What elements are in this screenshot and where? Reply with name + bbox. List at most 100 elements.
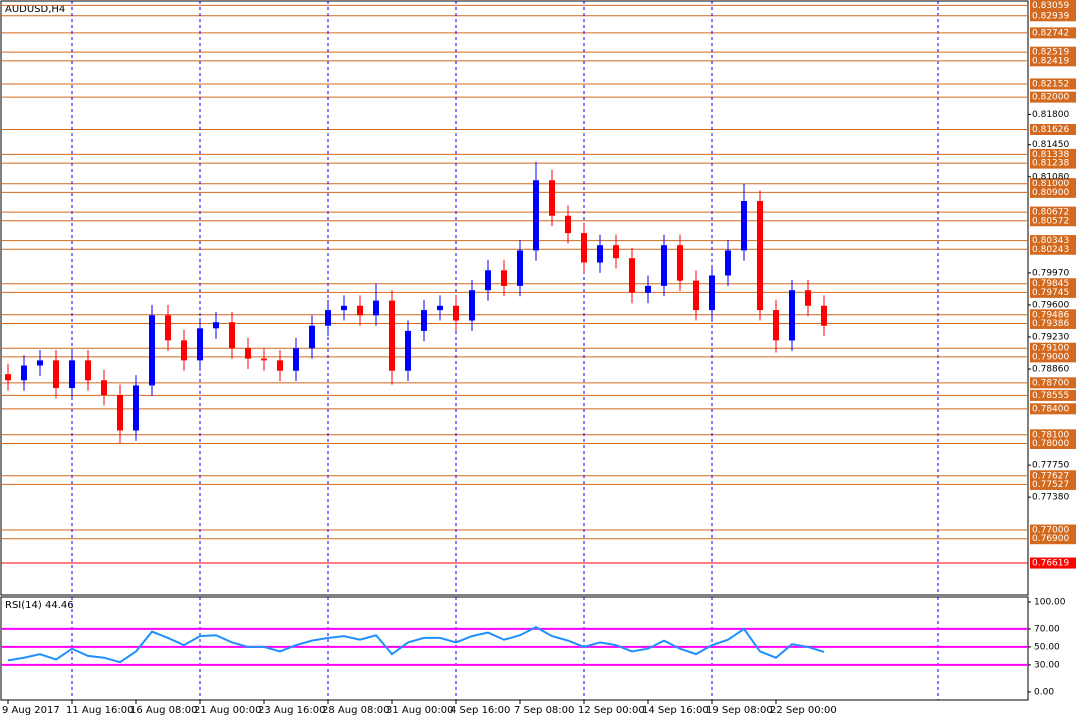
rsi-line (7, 626, 825, 664)
candle-body (725, 250, 731, 276)
x-tick-label: 11 Aug 16:00 (66, 705, 133, 716)
candle-body (5, 374, 11, 381)
candle-body (309, 325, 315, 349)
candle-body (69, 360, 75, 389)
x-tick-label: 23 Aug 16:00 (258, 705, 325, 716)
x-tick-label: 31 Aug 00:00 (386, 705, 453, 716)
candle-body (501, 270, 507, 286)
level-label: 0.78400 (1032, 404, 1069, 414)
candle-body (821, 305, 827, 326)
candle-body (181, 340, 187, 361)
level-label: 0.76619 (1032, 559, 1069, 569)
candle-body (277, 360, 283, 371)
level-label: 0.79845 (1032, 279, 1069, 289)
candle-body (581, 233, 587, 263)
x-tick-label: 4 Sep 16:00 (450, 705, 510, 716)
y-tick-label: 0.79600 (1032, 300, 1069, 310)
level-label: 0.79386 (1032, 319, 1069, 329)
level-label-box (1030, 46, 1076, 58)
candle-body (197, 328, 203, 361)
candle-body (37, 360, 43, 366)
level-label-box (1030, 470, 1076, 482)
level-label-box (1030, 389, 1076, 401)
level-label-box (1030, 215, 1076, 227)
candle-body (485, 270, 491, 291)
candle-body (677, 245, 683, 281)
level-label-box (1030, 524, 1076, 536)
level-label-box (1030, 0, 1076, 11)
y-tick-label: 50.00 (1034, 642, 1060, 652)
candle-body (133, 385, 139, 431)
level-label-box (1030, 437, 1076, 449)
candle-body (789, 290, 795, 341)
level-label: 0.79000 (1032, 352, 1069, 362)
level-label: 0.83059 (1032, 1, 1069, 11)
x-tick-label: 7 Sep 08:00 (514, 705, 574, 716)
y-tick-label: 0.77750 (1032, 461, 1069, 471)
x-tick-label: 16 Aug 08:00 (130, 705, 197, 716)
level-label: 0.82519 (1032, 48, 1069, 58)
candle-body (693, 280, 699, 311)
x-tick-label: 28 Aug 08:00 (322, 705, 389, 716)
level-label-box (1030, 235, 1076, 247)
y-tick-label: 0.81080 (1032, 172, 1069, 182)
level-label-box (1030, 478, 1076, 490)
candle-body (261, 358, 267, 361)
candle-body (325, 310, 331, 326)
y-tick-label: 0.79970 (1032, 268, 1069, 278)
candle-body (405, 330, 411, 371)
level-label: 0.77000 (1032, 526, 1069, 536)
candle-body (149, 315, 155, 386)
candle-body (437, 305, 443, 311)
candle-body (565, 215, 571, 234)
x-tick-label: 21 Aug 00:00 (194, 705, 261, 716)
level-label: 0.82742 (1032, 28, 1069, 38)
candle-body (453, 305, 459, 321)
candle-body (613, 245, 619, 259)
level-label-box (1030, 206, 1076, 218)
level-label-box (1030, 186, 1076, 198)
level-label-box (1030, 27, 1076, 39)
candle-body (469, 290, 475, 321)
level-label: 0.81626 (1032, 125, 1069, 135)
x-tick-label: 14 Sep 16:00 (642, 705, 709, 716)
candle-body (341, 305, 347, 311)
level-label: 0.77627 (1032, 471, 1069, 481)
level-label-box (1030, 10, 1076, 22)
level-label: 0.80243 (1032, 245, 1069, 255)
y-tick-label: 0.81800 (1032, 110, 1069, 120)
level-label-box (1030, 429, 1076, 441)
candle-body (517, 250, 523, 286)
candle-body (773, 310, 779, 341)
level-label-box (1030, 317, 1076, 329)
level-label-box (1030, 557, 1076, 569)
level-label: 0.80343 (1032, 236, 1069, 246)
level-label: 0.82152 (1032, 79, 1069, 89)
level-label: 0.82419 (1032, 56, 1069, 66)
level-label: 0.82939 (1032, 11, 1069, 21)
level-label-box (1030, 243, 1076, 255)
level-label: 0.79745 (1032, 288, 1069, 298)
level-label: 0.81238 (1032, 159, 1069, 169)
level-label-box (1030, 403, 1076, 415)
candle-body (549, 180, 555, 216)
candle-body (53, 360, 59, 389)
level-label-box (1030, 148, 1076, 160)
x-tick-label: 9 Aug 2017 (2, 705, 60, 716)
candle-body (293, 348, 299, 371)
level-label: 0.78700 (1032, 378, 1069, 388)
y-tick-label: 0.77380 (1032, 493, 1069, 503)
level-label: 0.78000 (1032, 439, 1069, 449)
level-label-box (1030, 78, 1076, 90)
candle-body (597, 245, 603, 263)
level-label: 0.79486 (1032, 310, 1069, 320)
y-tick-label: 30.00 (1034, 660, 1060, 670)
level-label-box (1030, 278, 1076, 290)
candle-body (213, 322, 219, 329)
rsi-pane (0, 596, 1029, 701)
level-label-box (1030, 178, 1076, 190)
level-label-box (1030, 157, 1076, 169)
candle-body (709, 275, 715, 311)
x-tick-label: 12 Sep 00:00 (578, 705, 645, 716)
